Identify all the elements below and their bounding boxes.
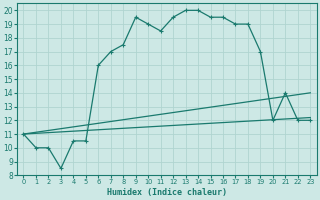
- X-axis label: Humidex (Indice chaleur): Humidex (Indice chaleur): [107, 188, 227, 197]
